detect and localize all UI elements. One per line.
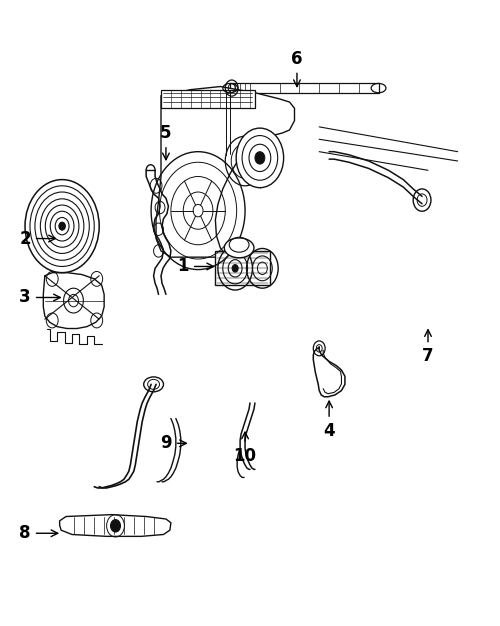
Polygon shape (44, 273, 104, 329)
Text: 4: 4 (324, 401, 335, 440)
Text: 3: 3 (19, 289, 60, 307)
Circle shape (242, 157, 248, 165)
Ellipse shape (224, 238, 254, 258)
Polygon shape (216, 251, 270, 285)
Circle shape (110, 520, 120, 532)
Polygon shape (156, 86, 294, 257)
Text: 7: 7 (422, 330, 434, 366)
Text: 9: 9 (160, 434, 186, 453)
Text: 8: 8 (20, 524, 58, 542)
Circle shape (236, 128, 284, 188)
Text: 5: 5 (160, 124, 172, 160)
Text: 10: 10 (234, 432, 256, 464)
Text: 2: 2 (19, 230, 56, 247)
Polygon shape (60, 515, 171, 536)
Text: 6: 6 (291, 49, 302, 86)
Polygon shape (230, 83, 378, 93)
Polygon shape (161, 90, 255, 108)
Circle shape (59, 222, 65, 230)
Text: 1: 1 (178, 257, 214, 275)
Circle shape (255, 151, 265, 164)
Circle shape (232, 265, 238, 272)
